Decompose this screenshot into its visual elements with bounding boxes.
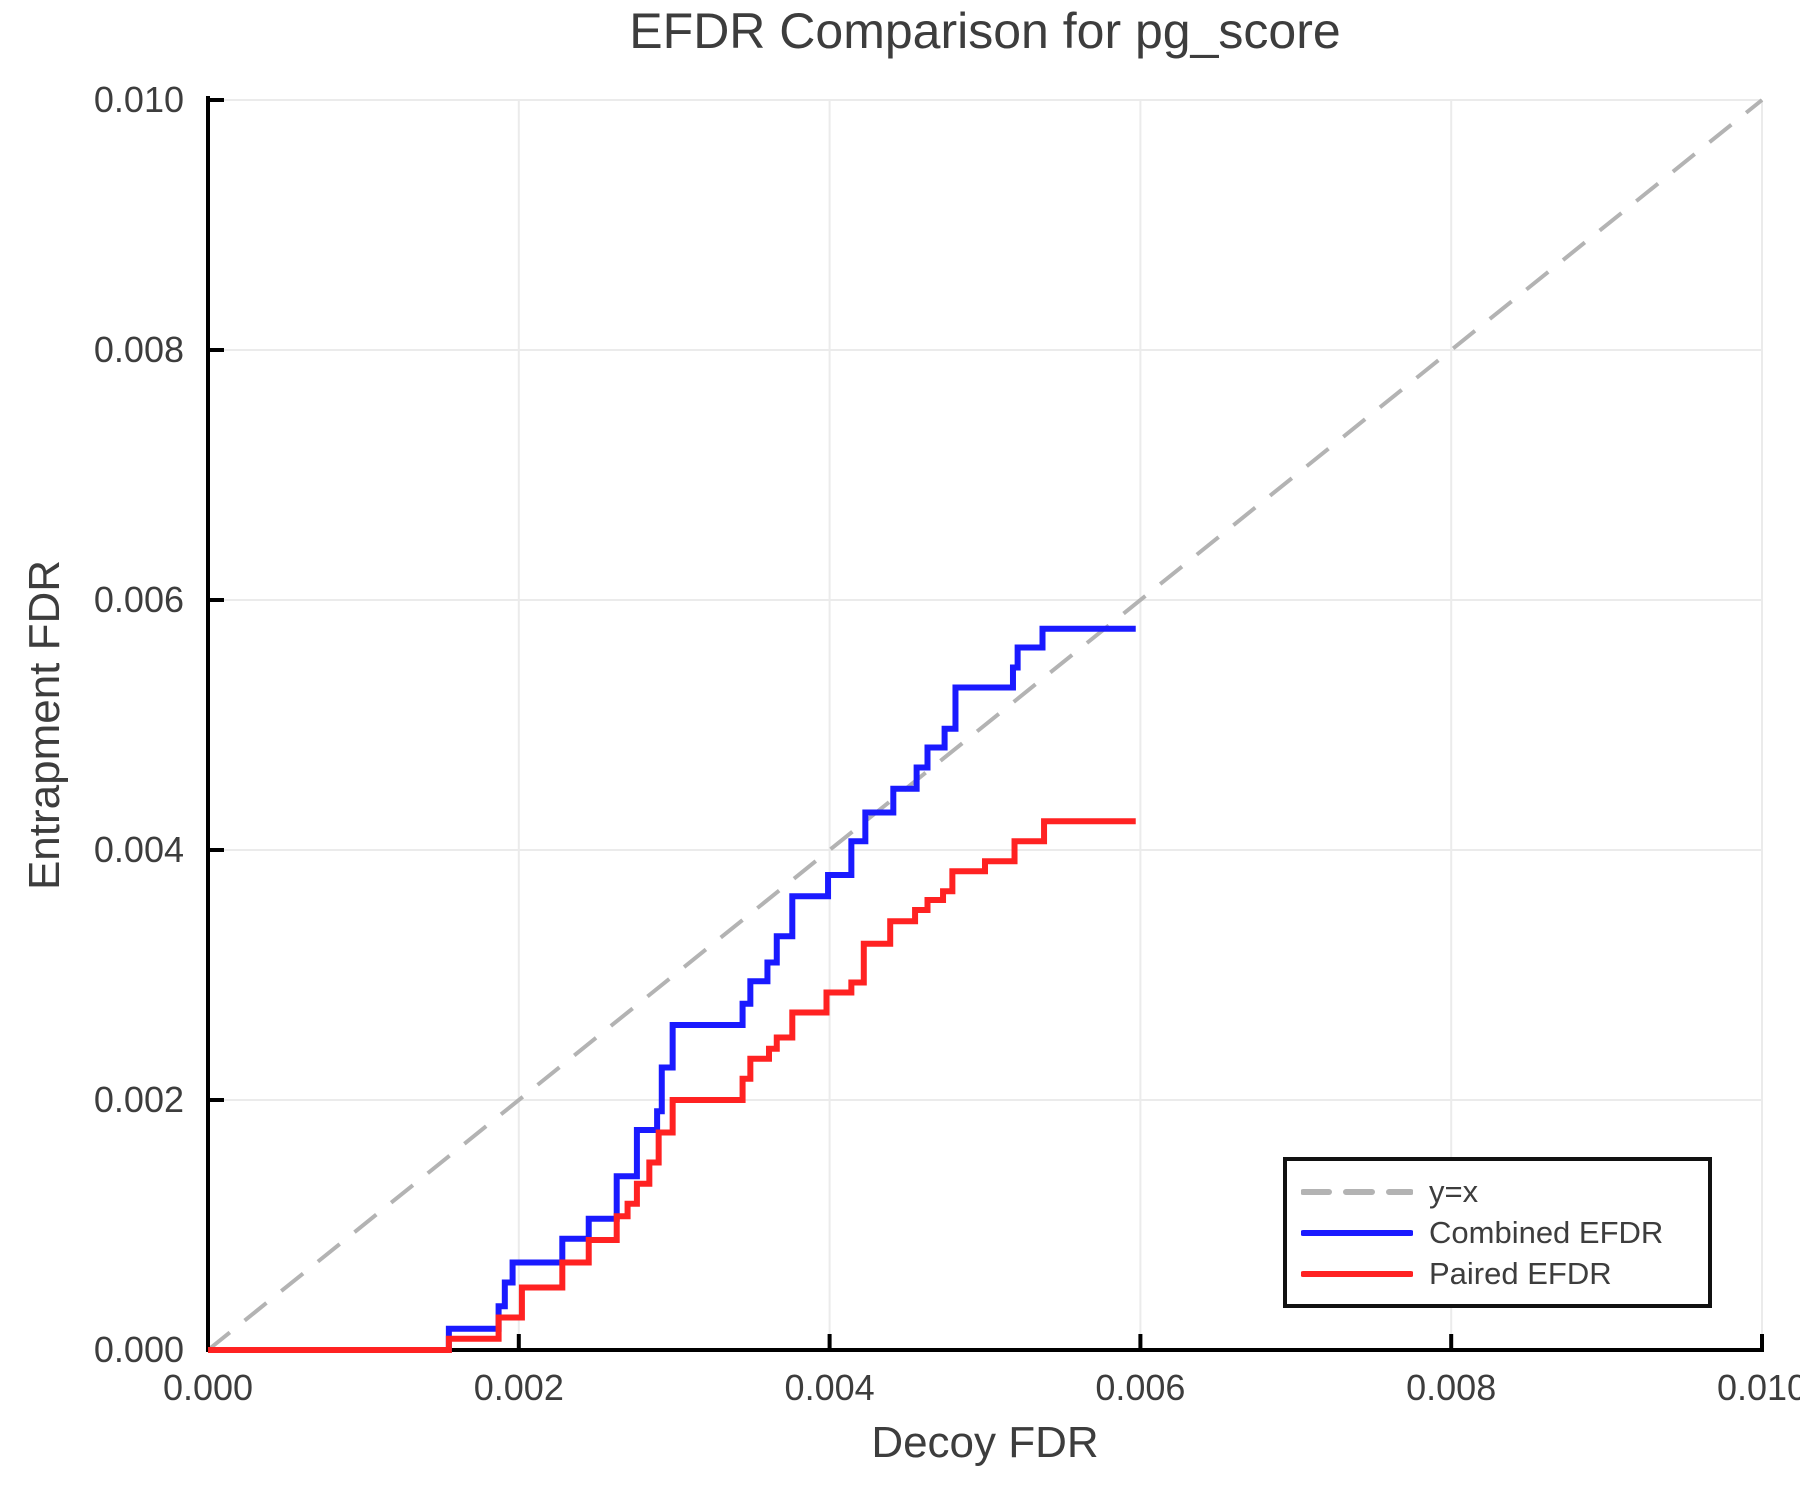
- x-tick-label: 0.010: [1717, 1367, 1800, 1408]
- legend-row: Combined EFDR: [1301, 1212, 1708, 1253]
- y-tick-label: 0.006: [94, 579, 184, 620]
- y-tick-label: 0.002: [94, 1079, 184, 1120]
- legend: y=x Combined EFDR Paired EFDR: [1283, 1157, 1712, 1308]
- x-tick-label: 0.008: [1406, 1367, 1496, 1408]
- x-tick-label: 0.006: [1095, 1367, 1185, 1408]
- series-line-combined-efdr: [208, 625, 1136, 1353]
- y-tick-label: 0.008: [94, 329, 184, 370]
- x-tick-label: 0.004: [785, 1367, 875, 1408]
- legend-label: Paired EFDR: [1429, 1256, 1612, 1291]
- y-tick-label: 0.010: [94, 79, 184, 120]
- y-tick-label: 0.000: [94, 1329, 184, 1370]
- legend-swatch-dashed-line: [1301, 1188, 1413, 1195]
- series-line-paired-efdr: [208, 818, 1136, 1353]
- legend-swatch-line: [1301, 1229, 1413, 1236]
- chart-title: EFDR Comparison for pg_score: [629, 3, 1341, 59]
- legend-label: Combined EFDR: [1429, 1215, 1664, 1250]
- x-axis-label: Decoy FDR: [871, 1418, 1099, 1467]
- legend-swatch-line: [1301, 1270, 1413, 1277]
- y-tick-label: 0.004: [94, 829, 184, 870]
- legend-row: y=x: [1301, 1171, 1708, 1212]
- identity-line: [206, 98, 1764, 1352]
- x-tick-label: 0.002: [474, 1367, 564, 1408]
- legend-label: y=x: [1429, 1174, 1479, 1209]
- y-axis-label: Entrapment FDR: [20, 559, 69, 891]
- x-tick-label: 0.000: [163, 1367, 253, 1408]
- legend-row: Paired EFDR: [1301, 1253, 1708, 1294]
